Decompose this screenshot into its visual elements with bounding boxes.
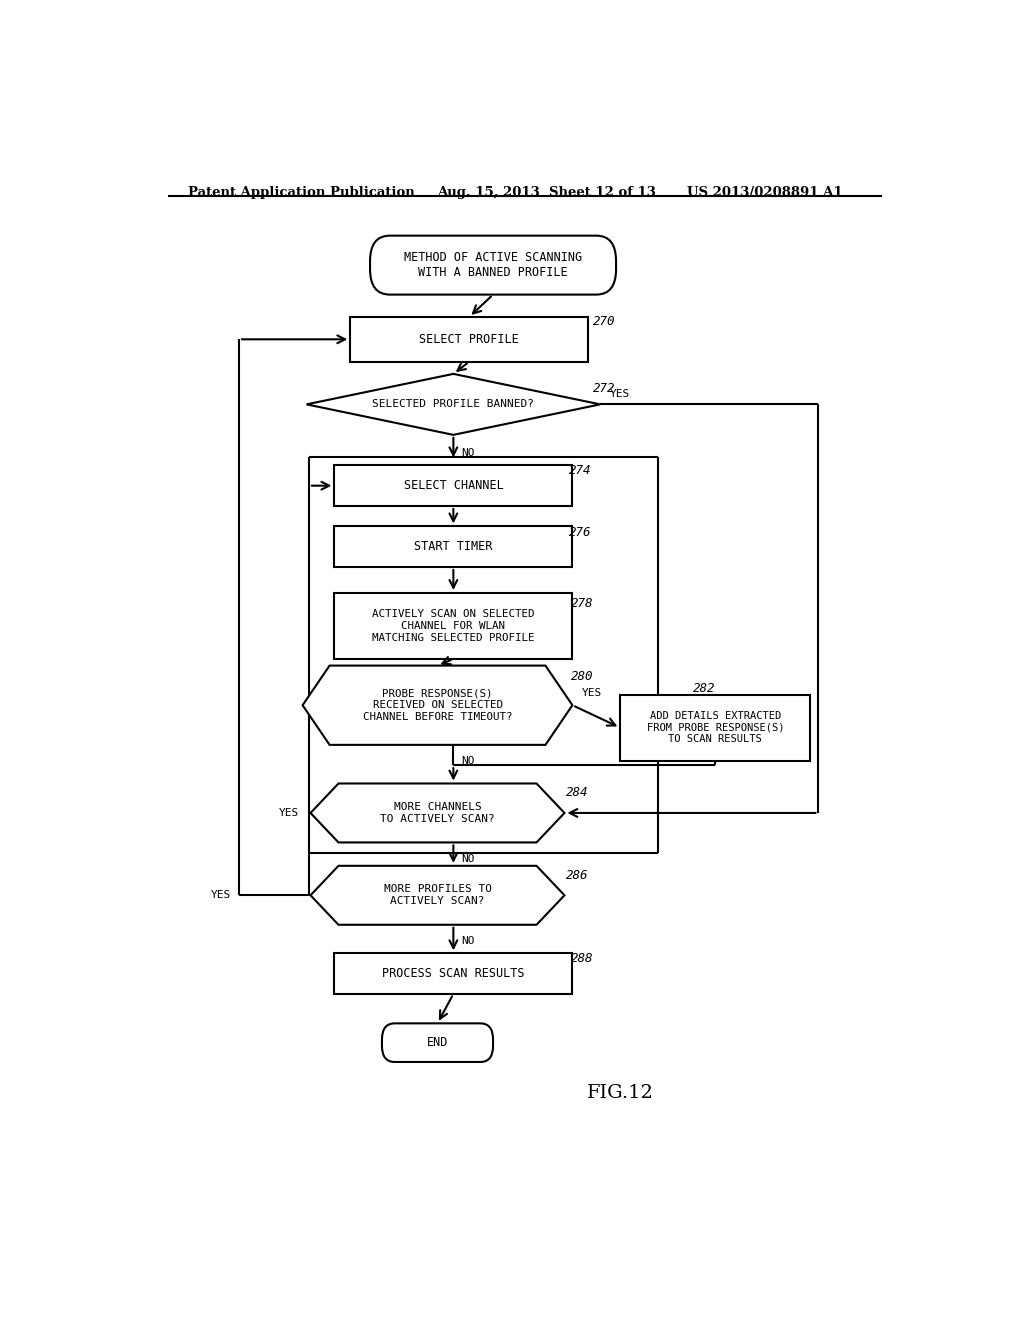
- Text: SELECT CHANNEL: SELECT CHANNEL: [403, 479, 503, 492]
- Bar: [334, 466, 572, 506]
- Text: SELECTED PROFILE BANNED?: SELECTED PROFILE BANNED?: [373, 400, 535, 409]
- Text: 276: 276: [569, 525, 592, 539]
- Polygon shape: [310, 866, 564, 925]
- Bar: [334, 953, 572, 994]
- FancyBboxPatch shape: [370, 236, 616, 294]
- Text: US 2013/0208891 A1: US 2013/0208891 A1: [687, 186, 843, 199]
- Polygon shape: [310, 784, 564, 842]
- Text: START TIMER: START TIMER: [414, 540, 493, 553]
- Text: YES: YES: [280, 808, 299, 818]
- Text: 280: 280: [570, 671, 593, 684]
- Text: METHOD OF ACTIVE SCANNING
WITH A BANNED PROFILE: METHOD OF ACTIVE SCANNING WITH A BANNED …: [404, 251, 582, 279]
- Text: 274: 274: [569, 463, 592, 477]
- Bar: [334, 527, 572, 568]
- Bar: [350, 317, 588, 362]
- Text: NO: NO: [461, 449, 475, 458]
- Text: YES: YES: [609, 389, 630, 399]
- Text: PROBE RESPONSE(S)
RECEIVED ON SELECTED
CHANNEL BEFORE TIMEOUT?: PROBE RESPONSE(S) RECEIVED ON SELECTED C…: [362, 689, 512, 722]
- FancyBboxPatch shape: [382, 1023, 494, 1063]
- Polygon shape: [303, 665, 572, 744]
- Text: 284: 284: [566, 787, 589, 799]
- Text: 270: 270: [593, 314, 615, 327]
- Text: ADD DETAILS EXTRACTED
FROM PROBE RESPONSE(S)
TO SCAN RESULTS: ADD DETAILS EXTRACTED FROM PROBE RESPONS…: [646, 711, 784, 744]
- Text: PROCESS SCAN RESULTS: PROCESS SCAN RESULTS: [382, 968, 524, 979]
- Text: END: END: [427, 1036, 449, 1049]
- Text: YES: YES: [582, 688, 602, 698]
- Text: ACTIVELY SCAN ON SELECTED
CHANNEL FOR WLAN
MATCHING SELECTED PROFILE: ACTIVELY SCAN ON SELECTED CHANNEL FOR WL…: [372, 610, 535, 643]
- Bar: [334, 593, 572, 659]
- Text: 272: 272: [593, 381, 615, 395]
- Text: NO: NO: [461, 756, 475, 766]
- Text: 278: 278: [570, 597, 593, 610]
- Text: NO: NO: [461, 854, 475, 863]
- Text: SELECT PROFILE: SELECT PROFILE: [420, 333, 519, 346]
- Text: 286: 286: [566, 870, 589, 883]
- Text: Aug. 15, 2013  Sheet 12 of 13: Aug. 15, 2013 Sheet 12 of 13: [437, 186, 656, 199]
- Polygon shape: [306, 374, 600, 434]
- Text: Patent Application Publication: Patent Application Publication: [187, 186, 415, 199]
- Text: 288: 288: [570, 952, 593, 965]
- Text: NO: NO: [461, 936, 475, 946]
- Text: 282: 282: [693, 682, 716, 696]
- Text: MORE PROFILES TO
ACTIVELY SCAN?: MORE PROFILES TO ACTIVELY SCAN?: [384, 884, 492, 906]
- Text: YES: YES: [211, 890, 231, 900]
- Text: MORE CHANNELS
TO ACTIVELY SCAN?: MORE CHANNELS TO ACTIVELY SCAN?: [380, 803, 495, 824]
- Bar: [620, 694, 810, 760]
- Text: FIG.12: FIG.12: [587, 1085, 653, 1102]
